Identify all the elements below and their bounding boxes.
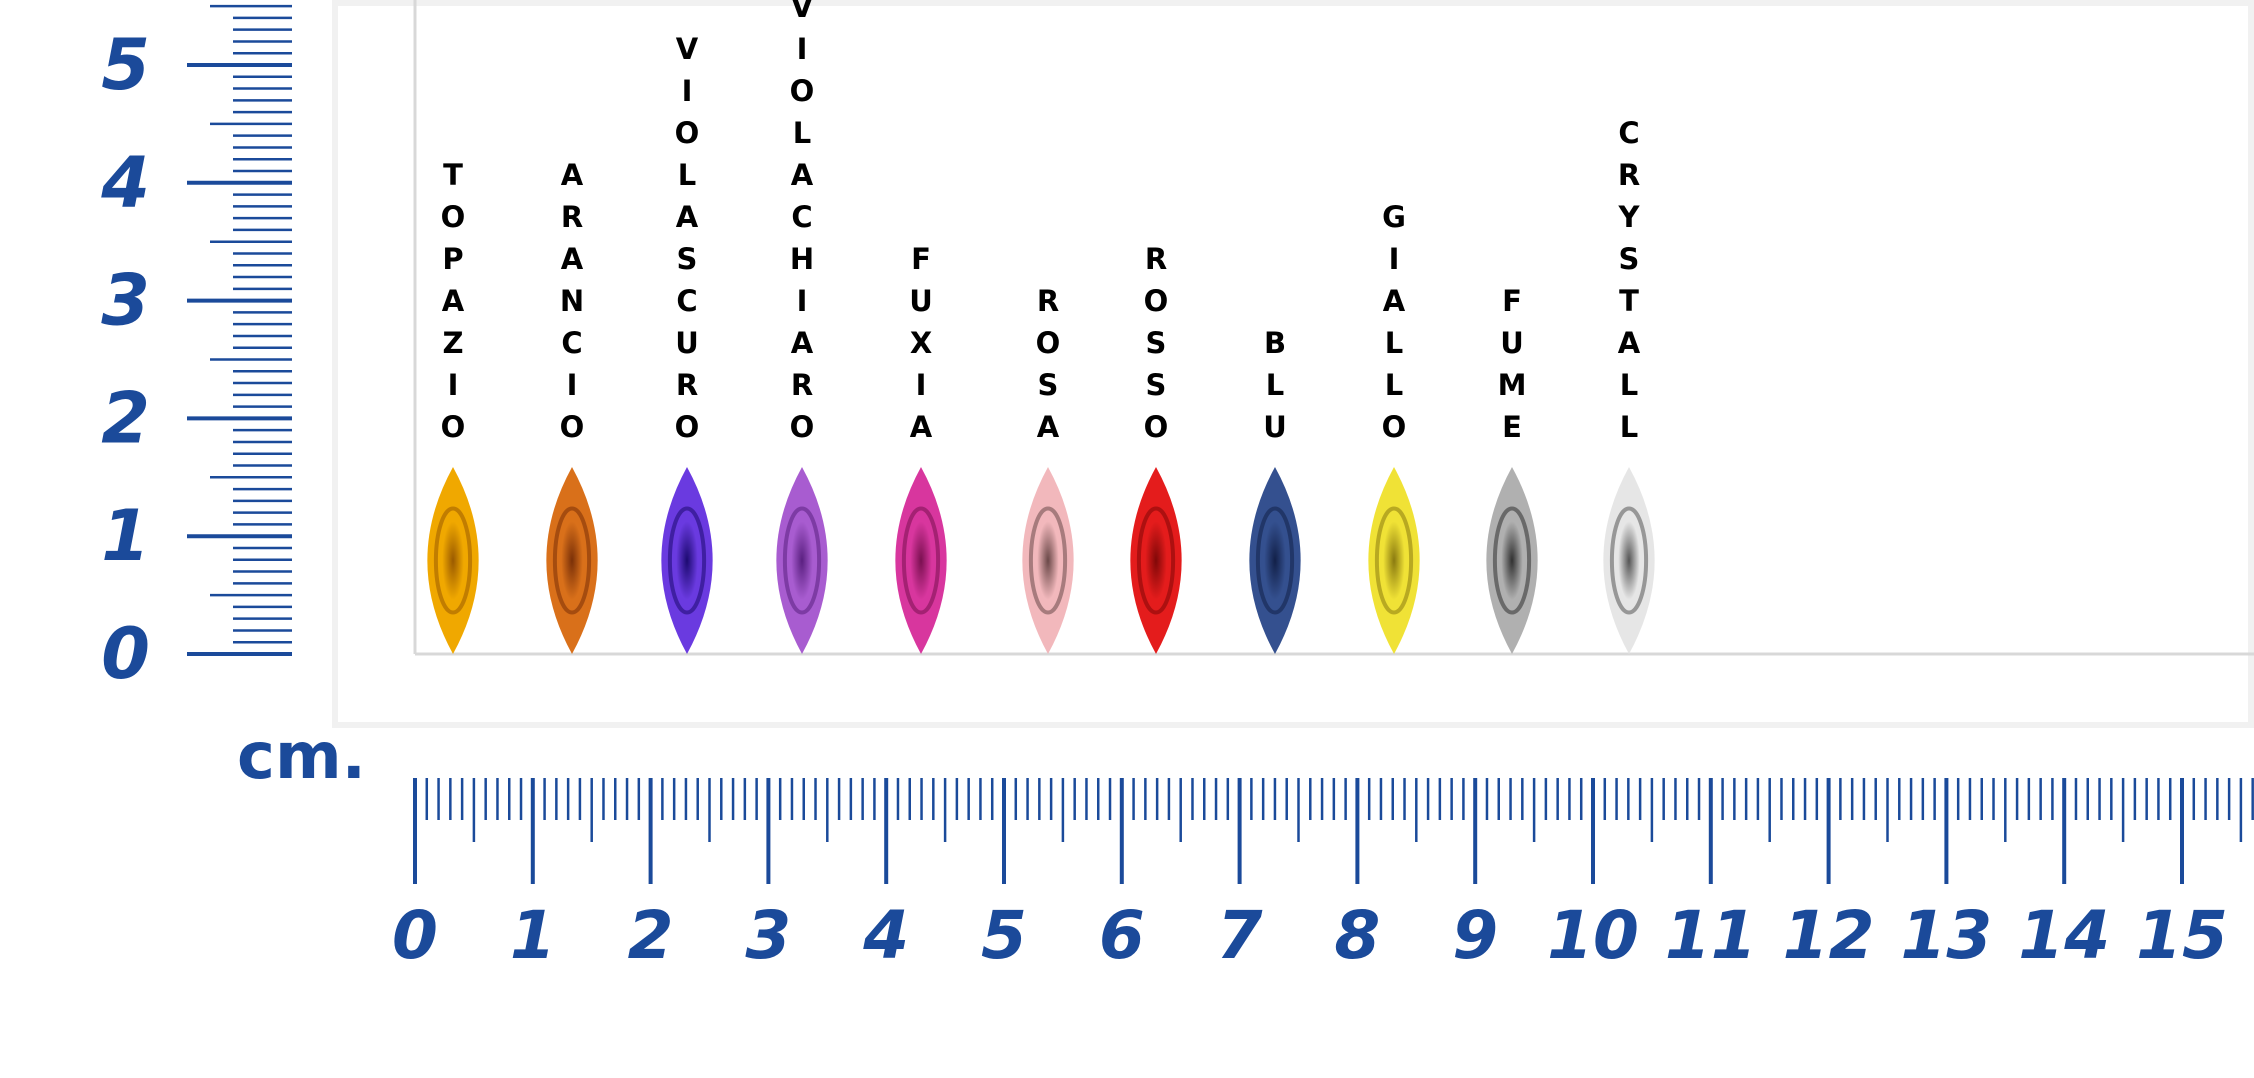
horizontal-ruler-label: 0 [392, 897, 438, 974]
horizontal-ruler-label: 11 [1665, 897, 1757, 974]
stone-gem [427, 467, 479, 654]
stone-label: ARANCIO [555, 158, 589, 452]
stone-label: TOPAZIO [436, 158, 470, 452]
stone-gem [1022, 467, 1074, 654]
stone-facet [1374, 506, 1414, 615]
stone-facet [1492, 506, 1532, 615]
vertical-ruler-label: 5 [101, 24, 150, 106]
stone-rosso [1130, 467, 1182, 654]
horizontal-ruler-label: 5 [981, 897, 1027, 974]
stone-label: ROSA [1031, 284, 1065, 452]
stone-gem [1130, 467, 1182, 654]
stone-facet [667, 506, 707, 615]
stone-gem [895, 467, 947, 654]
horizontal-ruler-label: 10 [1547, 897, 1639, 974]
horizontal-ruler-label: 6 [1099, 897, 1145, 974]
horizontal-ruler-label: 1 [510, 897, 556, 974]
stone-label: VIOLACHIARO [785, 0, 819, 452]
stone-rosa [1022, 467, 1074, 654]
stone-gem [1486, 467, 1538, 654]
stone-violachiaro [776, 467, 828, 654]
stone-blu [1249, 467, 1301, 654]
stone-gem [546, 467, 598, 654]
stone-gem [1368, 467, 1420, 654]
horizontal-ruler-label: 12 [1783, 897, 1875, 974]
stone-gem [1249, 467, 1301, 654]
horizontal-ruler-label: 8 [1334, 897, 1380, 974]
stone-label: ROSSO [1139, 242, 1173, 452]
stone-fuxia [895, 467, 947, 654]
horizontal-ruler-label: 9 [1452, 897, 1498, 974]
stone-facet [1609, 506, 1649, 615]
stone-label: VIOLASCURO [670, 32, 704, 452]
unit-label: cm. [237, 720, 366, 794]
vertical-ruler-label: 2 [101, 377, 150, 459]
horizontal-ruler-label: 13 [1900, 897, 1992, 974]
stone-label: BLU [1258, 326, 1292, 452]
stone-topazio [427, 467, 479, 654]
stone-facet [782, 506, 822, 615]
stone-row [427, 467, 1655, 654]
vertical-ruler: 0 1 2 3 4 5 [100, 4, 292, 695]
horizontal-ruler-label: 7 [1217, 897, 1263, 974]
stone-facet [552, 506, 592, 615]
stone-label: FUME [1495, 284, 1529, 452]
stone-facet [901, 506, 941, 615]
stone-fume [1486, 467, 1538, 654]
stone-facet [1136, 506, 1176, 615]
horizontal-ruler-label: 3 [745, 897, 791, 974]
stone-label: FUXIA [904, 242, 938, 452]
horizontal-ruler-label: 14 [2018, 897, 2110, 974]
stone-label: CRYSTALL [1612, 116, 1646, 452]
stone-gem [1603, 467, 1655, 654]
vertical-ruler-label: 0 [101, 613, 150, 695]
vertical-ruler-label: 3 [101, 260, 150, 342]
stone-arancio [546, 467, 598, 654]
stone-gem [776, 467, 828, 654]
stone-facet [433, 506, 473, 615]
vertical-ruler-label: 4 [100, 142, 150, 224]
stone-facet [1255, 506, 1295, 615]
stone-gem [661, 467, 713, 654]
stone-violascuro [661, 467, 713, 654]
stone-facet [1028, 506, 1068, 615]
horizontal-ruler: 0 1 2 3 4 5 6 7 8 9 10 11 12 13 14 15 [392, 778, 2254, 974]
horizontal-ruler-label: 2 [628, 897, 674, 974]
vertical-ruler-label: 1 [101, 495, 150, 577]
stone-label: GIALLO [1377, 200, 1411, 452]
stone-crystall [1603, 467, 1655, 654]
horizontal-ruler-label: 4 [862, 897, 909, 974]
horizontal-ruler-label: 15 [2136, 897, 2228, 974]
stone-giallo [1368, 467, 1420, 654]
